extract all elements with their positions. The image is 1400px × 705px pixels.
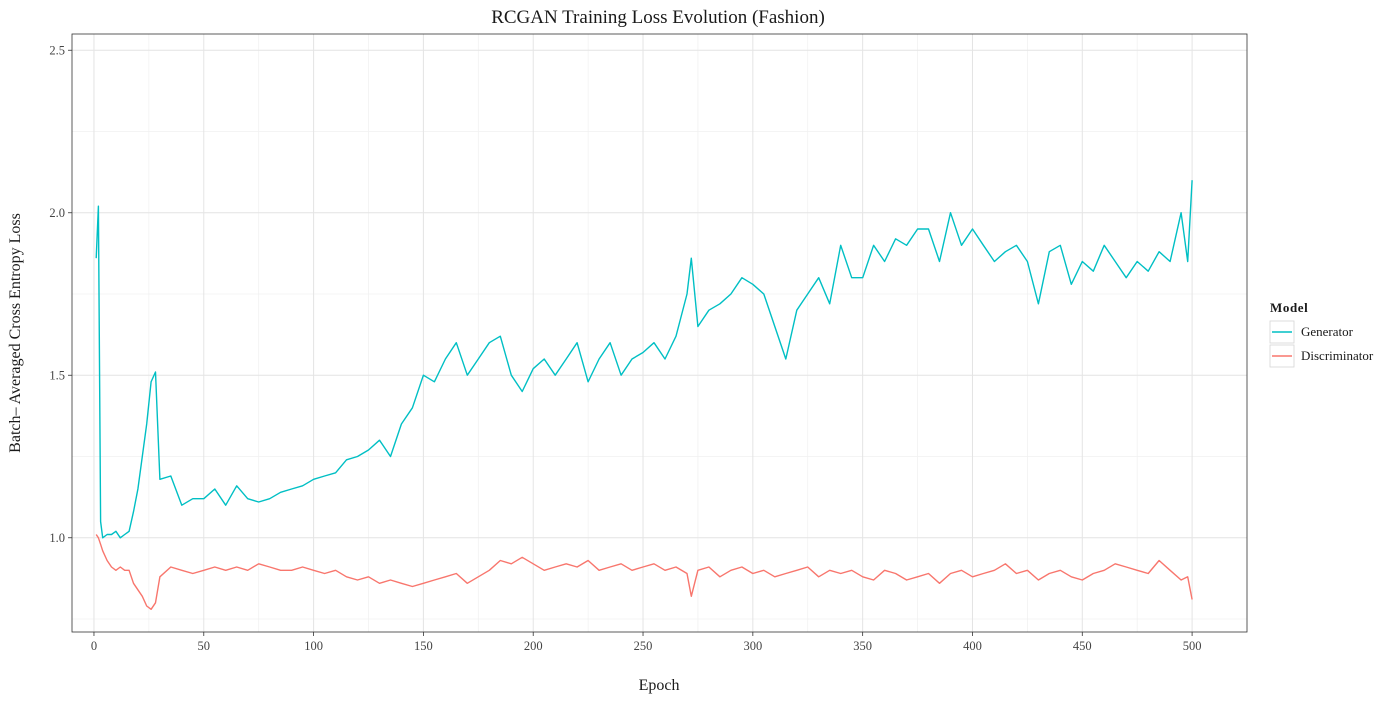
legend: Model Generator Discriminator <box>1269 300 1374 368</box>
legend-title: Model <box>1270 300 1308 315</box>
series-line-generator <box>95 180 1193 539</box>
legend-label-generator: Generator <box>1301 324 1354 339</box>
x-tick-label: 250 <box>634 639 653 653</box>
plot-panel-border <box>71 33 1248 633</box>
y-tick-label: 2.5 <box>49 43 65 57</box>
x-axis: 0 50 100 150 200 250 300 350 400 450 500 <box>91 632 1202 653</box>
x-tick-label: 150 <box>414 639 433 653</box>
chart-title: RCGAN Training Loss Evolution (Fashion) <box>491 7 825 28</box>
y-tick-label: 1.0 <box>49 531 65 545</box>
series-line-discriminator <box>95 534 1193 610</box>
x-tick-label: 300 <box>743 639 762 653</box>
x-tick-label: 350 <box>853 639 872 653</box>
y-tick-label: 2.0 <box>49 206 65 220</box>
x-tick-label: 50 <box>198 639 211 653</box>
x-tick-label: 400 <box>963 639 982 653</box>
y-axis-title: Batch– Averaged Cross Entropy Loss <box>7 213 24 453</box>
legend-label-discriminator: Discriminator <box>1301 348 1374 363</box>
x-tick-label: 0 <box>91 639 97 653</box>
x-tick-label: 200 <box>524 639 543 653</box>
y-axis: 1.0 1.5 2.0 2.5 <box>49 43 72 545</box>
x-axis-title: Epoch <box>639 677 680 694</box>
y-tick-label: 1.5 <box>49 368 65 382</box>
x-tick-label: 450 <box>1073 639 1092 653</box>
x-tick-label: 500 <box>1183 639 1202 653</box>
series-layer <box>95 180 1193 610</box>
grid <box>72 34 1247 632</box>
x-tick-label: 100 <box>304 639 323 653</box>
